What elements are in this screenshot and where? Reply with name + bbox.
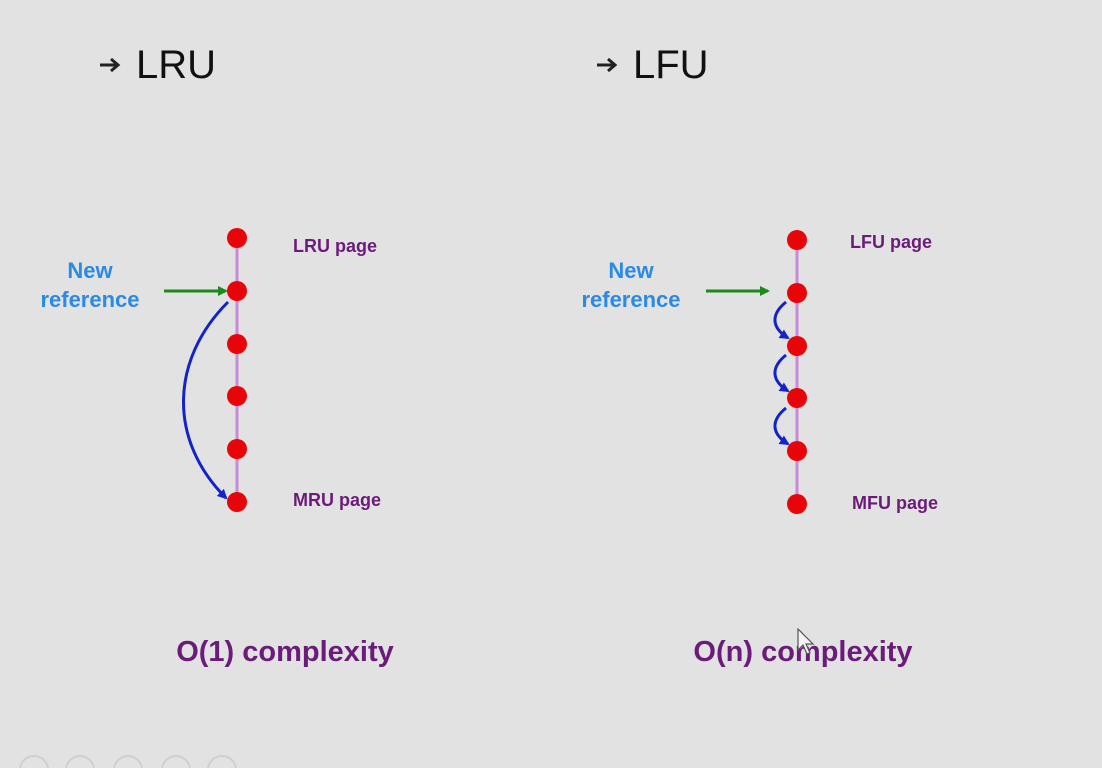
- control-circle-1[interactable]: [19, 755, 49, 768]
- lfu-node-5: [787, 441, 807, 461]
- lfu-new-reference-label: New reference: [561, 256, 701, 314]
- lfu-node-4: [787, 388, 807, 408]
- control-circle-2[interactable]: [65, 755, 95, 768]
- lfu-node-2: [787, 283, 807, 303]
- lfu-step-arrow-1: [773, 300, 790, 340]
- arrow-bullet-icon: [597, 57, 618, 73]
- lru-title-text: LRU: [136, 42, 217, 87]
- lfu-node-1: [787, 230, 807, 250]
- lru-node-1: [227, 228, 247, 248]
- lfu-node-6: [787, 494, 807, 514]
- lru-node-6: [227, 492, 247, 512]
- mouse-cursor-icon: [797, 628, 815, 655]
- lru-new-reference-line2: reference: [40, 287, 140, 312]
- lru-move-to-mru-arrow: [182, 300, 230, 500]
- lru-page-label: LRU page: [293, 236, 378, 256]
- lru-title: LRU: [96, 40, 216, 90]
- lfu-step-arrow-3: [773, 406, 790, 446]
- lfu-new-reference-line1: New: [608, 258, 654, 283]
- control-circle-3[interactable]: [113, 755, 143, 768]
- lfu-title-text: LFU: [633, 42, 709, 87]
- player-controls: [19, 755, 237, 768]
- lru-node-2: [227, 281, 247, 301]
- arrow-bullet-icon: [100, 57, 121, 73]
- lru-complexity: O(1) complexity: [176, 636, 394, 668]
- lfu-nodes: [787, 230, 807, 514]
- lfu-title: LFU: [593, 40, 709, 90]
- mru-page-label: MRU page: [293, 490, 382, 510]
- control-circle-4[interactable]: [161, 755, 191, 768]
- lru-node-3: [227, 334, 247, 354]
- lru-node-4: [227, 386, 247, 406]
- lfu-node-3: [787, 336, 807, 356]
- control-circle-5[interactable]: [207, 755, 237, 768]
- mfu-page-label: MFU page: [852, 493, 939, 513]
- lfu-new-reference-line2: reference: [581, 287, 681, 312]
- lfu-step-arrow-2: [773, 353, 790, 393]
- lru-nodes: [227, 228, 247, 512]
- lru-node-5: [227, 439, 247, 459]
- lru-new-reference-line1: New: [67, 258, 113, 283]
- lru-new-reference-label: New reference: [20, 256, 160, 314]
- lfu-page-label: LFU page: [850, 232, 933, 252]
